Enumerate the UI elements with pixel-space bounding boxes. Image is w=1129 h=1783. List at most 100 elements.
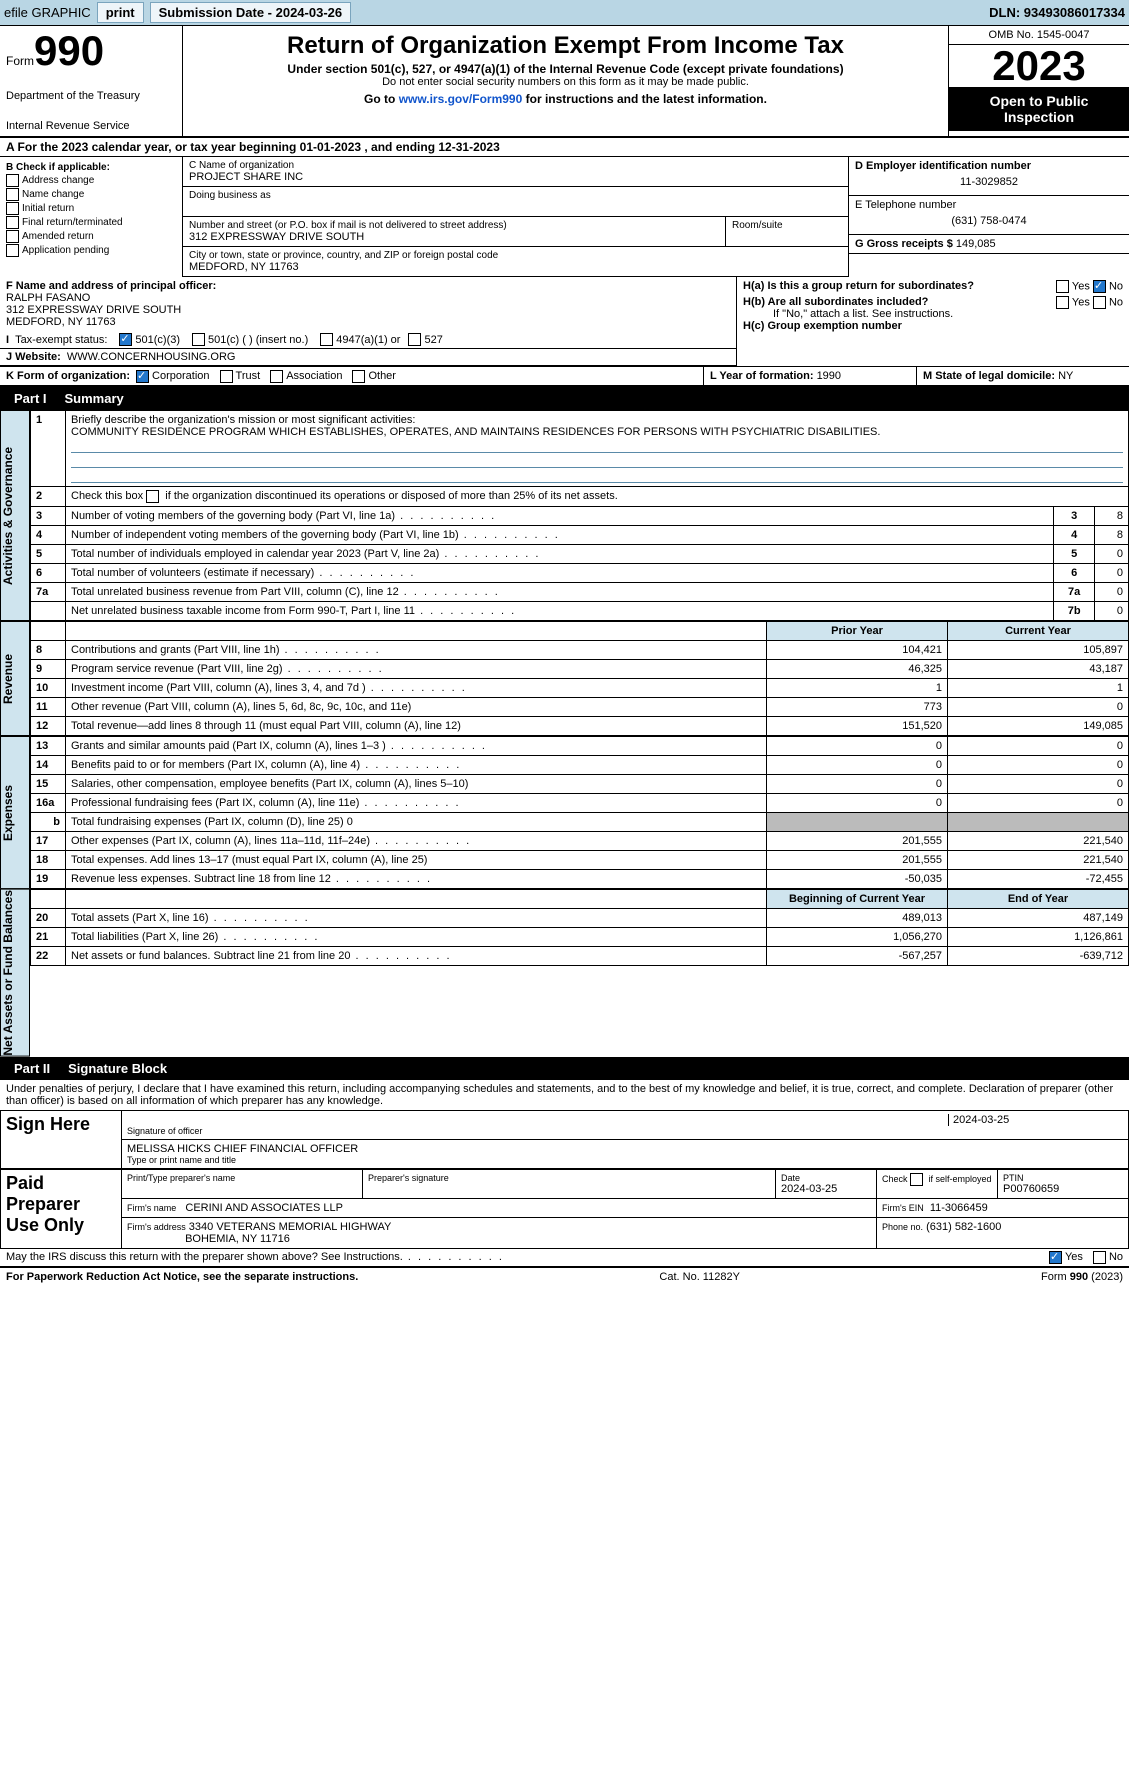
line4: Number of independent voting members of … — [66, 526, 1054, 545]
sign-date: 2024-03-25 — [948, 1114, 1123, 1126]
check-amended-return[interactable] — [6, 230, 19, 243]
dept-treasury: Department of the Treasury — [6, 90, 176, 102]
dln-label: DLN: 93493086017334 — [989, 5, 1125, 20]
box-b-title: B Check if applicable: — [6, 162, 176, 173]
hb-yes[interactable] — [1056, 296, 1069, 309]
line11: Other revenue (Part VIII, column (A), li… — [66, 698, 767, 717]
goto-prefix: Go to — [364, 92, 399, 106]
ptin-label: PTIN — [1003, 1173, 1123, 1183]
side-activities: Activities & Governance — [0, 410, 30, 621]
discuss-no[interactable] — [1093, 1251, 1106, 1264]
val5: 0 — [1095, 545, 1129, 564]
form990-link[interactable]: www.irs.gov/Form990 — [399, 92, 523, 106]
hc-label: H(c) Group exemption number — [743, 320, 1123, 332]
box-b-checks: B Check if applicable: Address change Na… — [0, 157, 183, 277]
hdr-current: Current Year — [948, 622, 1129, 641]
officer-name: RALPH FASANO — [6, 292, 730, 304]
dba-label: Doing business as — [189, 190, 842, 201]
line17: Other expenses (Part IX, column (A), lin… — [66, 832, 767, 851]
line7a: Total unrelated business revenue from Pa… — [66, 583, 1054, 602]
top-toolbar: efile GRAPHIC print Submission Date - 20… — [0, 0, 1129, 25]
firm-ein: 11-3066459 — [930, 1202, 988, 1214]
line9: Program service revenue (Part VIII, line… — [66, 660, 767, 679]
officer-label: F Name and address of principal officer: — [6, 280, 730, 292]
line13: Grants and similar amounts paid (Part IX… — [66, 737, 767, 756]
mission-text: COMMUNITY RESIDENCE PROGRAM WHICH ESTABL… — [71, 426, 1123, 438]
check-corporation[interactable] — [136, 370, 149, 383]
part2-bar: Part II Signature Block — [0, 1057, 1129, 1080]
mission-label: Briefly describe the organization's miss… — [71, 414, 1123, 426]
phone-label: E Telephone number — [855, 199, 1123, 211]
efile-label: efile GRAPHIC — [4, 5, 91, 20]
ha-no[interactable] — [1093, 280, 1106, 293]
room-label: Room/suite — [732, 220, 842, 231]
org-name-label: C Name of organization — [189, 160, 842, 171]
firm-addr-label: Firm's address — [127, 1222, 186, 1232]
city-value: MEDFORD, NY 11763 — [189, 261, 842, 273]
goto-suffix: for instructions and the latest informat… — [522, 92, 767, 106]
part1-bar: Part I Summary — [0, 387, 1129, 410]
paperwork-notice: For Paperwork Reduction Act Notice, see … — [6, 1271, 358, 1283]
year-formation-label: L Year of formation: — [710, 370, 817, 382]
check-final-return[interactable] — [6, 216, 19, 229]
hb-no[interactable] — [1093, 296, 1106, 309]
check-discontinued[interactable] — [146, 490, 159, 503]
hb-note: If "No," attach a list. See instructions… — [743, 308, 1123, 320]
check-initial-return[interactable] — [6, 202, 19, 215]
check-527[interactable] — [408, 333, 421, 346]
officer-name-title: MELISSA HICKS CHIEF FINANCIAL OFFICER — [127, 1143, 1123, 1155]
line20: Total assets (Part X, line 16) — [66, 909, 767, 928]
self-employed-label: Check if self-employed — [882, 1173, 992, 1186]
paid-preparer: Paid Preparer Use Only — [1, 1169, 122, 1248]
year-formation: 1990 — [817, 370, 841, 382]
check-self-employed[interactable] — [910, 1173, 923, 1186]
line18: Total expenses. Add lines 13–17 (must eq… — [66, 851, 767, 870]
tax-status-label: Tax-exempt status: — [15, 334, 107, 346]
line10: Investment income (Part VIII, column (A)… — [66, 679, 767, 698]
ha-yes[interactable] — [1056, 280, 1069, 293]
check-501c[interactable] — [192, 333, 205, 346]
discuss-yes[interactable] — [1049, 1251, 1062, 1264]
line6: Total number of volunteers (estimate if … — [66, 564, 1054, 583]
cat-number: Cat. No. 11282Y — [659, 1271, 740, 1283]
check-application-pending[interactable] — [6, 244, 19, 257]
val7a: 0 — [1095, 583, 1129, 602]
ein-value: 11-3029852 — [855, 172, 1123, 192]
row-a-period: A For the 2023 calendar year, or tax yea… — [0, 138, 1129, 157]
val3: 8 — [1095, 507, 1129, 526]
check-other[interactable] — [352, 370, 365, 383]
check-name-change[interactable] — [6, 188, 19, 201]
website-label: J Website: — [6, 351, 61, 363]
check-501c3[interactable] — [119, 333, 132, 346]
side-expenses: Expenses — [0, 736, 30, 889]
sig-officer-label: Signature of officer — [127, 1126, 1123, 1136]
line15: Salaries, other compensation, employee b… — [66, 775, 767, 794]
form-number: 990 — [34, 27, 104, 74]
side-netassets: Net Assets or Fund Balances — [0, 889, 30, 1057]
side-revenue: Revenue — [0, 621, 30, 736]
line8: Contributions and grants (Part VIII, lin… — [66, 641, 767, 660]
ptin-value: P00760659 — [1003, 1183, 1123, 1195]
form-word: Form — [6, 54, 34, 68]
check-address-change[interactable] — [6, 174, 19, 187]
check-4947[interactable] — [320, 333, 333, 346]
ha-label: H(a) Is this a group return for subordin… — [743, 280, 974, 292]
preparer-name-label: Print/Type preparer's name — [127, 1173, 357, 1183]
org-name: PROJECT SHARE INC — [189, 171, 842, 183]
officer-addr2: MEDFORD, NY 11763 — [6, 316, 730, 328]
check-trust[interactable] — [220, 370, 233, 383]
print-button[interactable]: print — [97, 2, 144, 23]
firm-phone-label: Phone no. — [882, 1222, 923, 1232]
phone-value: (631) 758-0474 — [855, 211, 1123, 231]
prep-date-label: Date — [781, 1173, 871, 1183]
val4: 8 — [1095, 526, 1129, 545]
form-subtitle: Under section 501(c), 527, or 4947(a)(1)… — [191, 62, 940, 76]
street-value: 312 EXPRESSWAY DRIVE SOUTH — [189, 231, 719, 243]
ein-label: D Employer identification number — [855, 160, 1123, 172]
form-header: Form990 Department of the Treasury Inter… — [0, 25, 1129, 138]
domicile: NY — [1058, 370, 1073, 382]
check-association[interactable] — [270, 370, 283, 383]
line3: Number of voting members of the governin… — [66, 507, 1054, 526]
firm-phone: (631) 582-1600 — [926, 1221, 1001, 1233]
line16b: Total fundraising expenses (Part IX, col… — [66, 813, 767, 832]
